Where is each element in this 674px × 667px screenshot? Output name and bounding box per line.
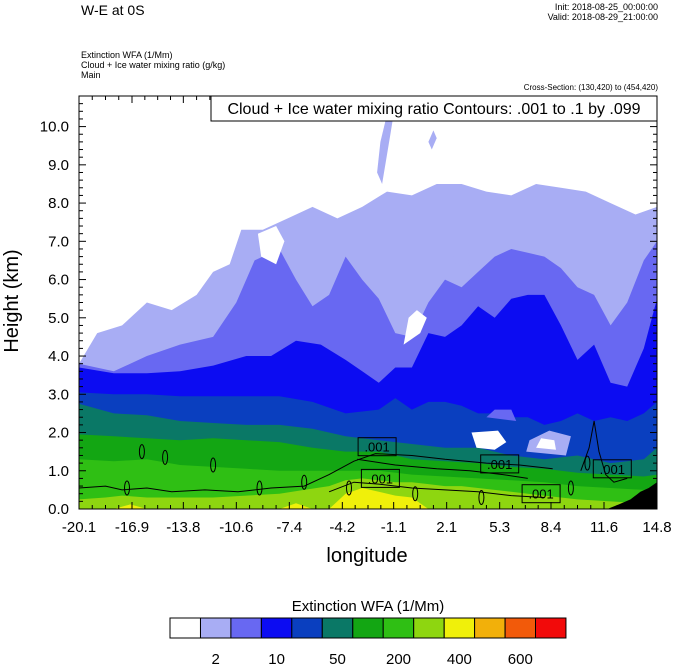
patch-5: [471, 430, 507, 450]
contour-info-frame: [210, 95, 658, 122]
contour-line-0: [79, 453, 553, 493]
x-tick-label: -4.2: [329, 519, 355, 536]
x-tick-label: 14.8: [642, 519, 671, 536]
contour-loop-3: [210, 457, 217, 473]
chart-title: W-E at 0S: [81, 2, 145, 18]
patch-1: [428, 130, 437, 150]
x-tick-label: 5.3: [489, 519, 510, 536]
y-tick-label: 7.0: [48, 233, 69, 250]
colorbar-swatch: [230, 617, 262, 639]
contour-label: .001: [600, 462, 625, 477]
contour-label: .001: [368, 471, 393, 486]
contour-info-box: Cloud + Ice water mixing ratio Contours:…: [210, 95, 658, 122]
x-tick-label: -16.9: [115, 519, 149, 536]
y-tick-label: 8.0: [48, 195, 69, 212]
colorbar-label: 400: [447, 651, 472, 667]
y-tick-label: 0.0: [48, 501, 69, 518]
patch-0: [377, 103, 396, 184]
contour-loop-6: [346, 480, 352, 496]
patch-7: [536, 438, 556, 450]
colorbar-label: 50: [329, 651, 346, 667]
colorbar-swatch: [504, 617, 537, 639]
colorbar-swatch: [200, 617, 232, 639]
x-tick-label: 11.6: [590, 519, 618, 536]
colorbar-swatch: [260, 617, 293, 639]
colorbar: Extinction WFA (1/Mm) 2 10 50 200 400 600: [169, 598, 567, 667]
contour-label-box: [357, 437, 397, 457]
x-tick-label: -20.1: [62, 519, 96, 536]
colorbar-swatch: [443, 617, 476, 639]
contour-labels: .001 .001 .001 .001 .001: [357, 437, 632, 504]
patch-2: [257, 226, 285, 265]
x-tick-label: 8.4: [541, 519, 562, 536]
patch-8: [486, 409, 517, 421]
contour-label-box: [592, 459, 632, 479]
y-tick-label: 10.0: [40, 119, 69, 136]
contour-info-text: Cloud + Ice water mixing ratio Contours:…: [227, 101, 640, 118]
colorbar-swatch: [382, 617, 415, 639]
patch-3: [403, 310, 427, 345]
cross-section-label: Cross-Section: (130,420) to (454,420): [523, 83, 658, 92]
colorbar-label: 200: [386, 651, 411, 667]
field-mixing-ratio: Cloud + Ice water mixing ratio (g/kg): [81, 60, 226, 70]
contour-loop-1: [162, 449, 169, 465]
contour-label: .001: [364, 440, 389, 455]
x-tick-label: 2.1: [436, 519, 457, 536]
contour-line-3: [580, 420, 628, 483]
y-tick-label: 1.0: [48, 463, 69, 480]
y-axis: 0.0 1.0 2.0 3.0 4.0 5.0 6.0 7.0 8.0 9.0 10.0: [40, 95, 657, 518]
field-description: Extinction WFA (1/Mm) Cloud + Ice water …: [81, 50, 225, 80]
contour-loop-9: [567, 480, 574, 496]
contour-label-box: [480, 454, 520, 474]
y-tick-label: 6.0: [48, 272, 69, 289]
x-tick-label: -1.1: [381, 519, 407, 536]
run-times: Init: 2018-08-25_00:00:00 Valid: 2018-08…: [548, 2, 658, 22]
y-tick-label: 9.0: [48, 157, 69, 174]
y-tick-label: 2.0: [48, 425, 69, 442]
colorbar-title: Extinction WFA (1/Mm): [292, 598, 445, 615]
patch-4: [453, 241, 472, 280]
colorbar-swatch: [413, 617, 445, 639]
x-tick-label: -10.6: [219, 519, 253, 536]
contour-lines: [79, 420, 628, 505]
field-main: Main: [81, 70, 101, 80]
contour-loop-8: [478, 490, 485, 505]
y-axis-label: Height (km): [1, 249, 23, 352]
colorbar-label: 2: [212, 651, 220, 667]
x-axis: -20.1 -16.9 -13.8 -10.6 -7.4 -4.2 -1.1 2.1 5.3 8.…: [62, 96, 672, 536]
x-tick-label: -13.8: [166, 519, 200, 536]
contour-loop-5: [301, 474, 308, 490]
contour-loop-4: [256, 480, 263, 496]
colorbar-swatch: [321, 617, 354, 639]
contour-label: .001: [487, 457, 512, 472]
y-tick-label: 3.0: [48, 386, 69, 403]
colorbar-label: 10: [268, 651, 285, 667]
colorbar-swatch: [352, 617, 384, 639]
x-tick-label: -7.4: [276, 519, 302, 536]
x-axis-label: longitude: [326, 545, 407, 567]
terrain: [607, 482, 657, 509]
colorbar-swatch: [169, 617, 201, 639]
field-extinction: Extinction WFA (1/Mm): [81, 50, 173, 60]
colorbar-swatch: [291, 617, 323, 639]
contour-loop-2: [124, 480, 130, 496]
init-time: Init: 2018-08-25_00:00:00: [554, 2, 658, 12]
y-tick-label: 4.0: [48, 348, 69, 365]
contour-line-1: [328, 481, 545, 498]
contour-label-box: [521, 484, 561, 504]
colorbar-label: 600: [508, 651, 533, 667]
y-tick-label: 5.0: [48, 310, 69, 327]
contour-loop-10: [584, 455, 591, 471]
contour-line-2: [357, 458, 528, 479]
colorbar-swatch: [474, 617, 506, 639]
valid-time: Valid: 2018-08-29_21:00:00: [547, 12, 658, 22]
band-level-9: [79, 488, 657, 509]
contour-label-box: [360, 468, 400, 488]
contour-loop-0: [138, 444, 145, 460]
contour-loop-7: [412, 486, 419, 502]
colorbar-swatch: [535, 617, 567, 639]
contour-label: .001: [528, 487, 553, 502]
